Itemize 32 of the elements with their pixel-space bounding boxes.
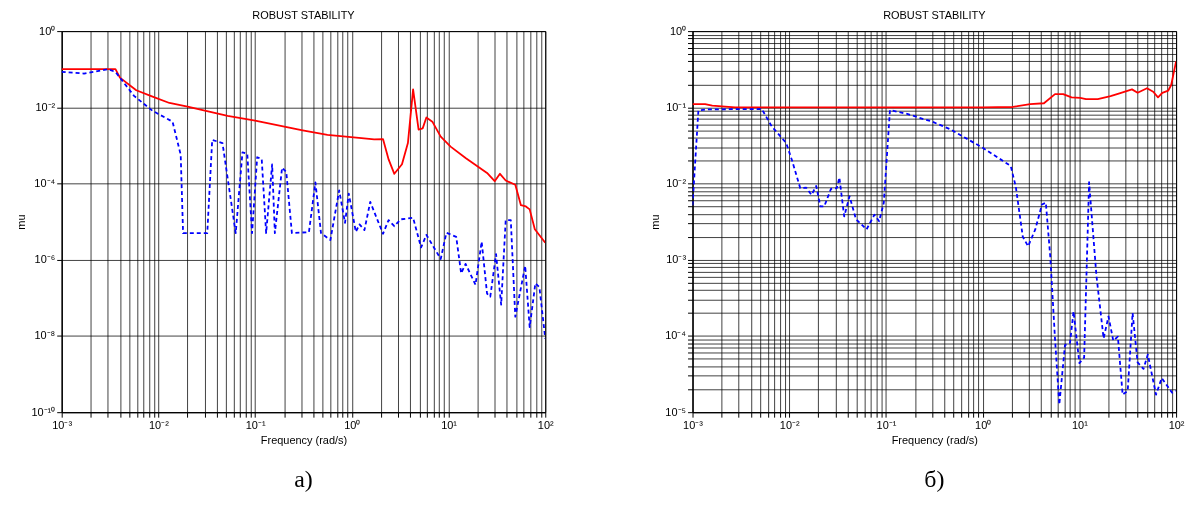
x-tick-label: 10⁻¹: [876, 418, 897, 431]
y-tick-label: 10⁻⁸: [34, 329, 56, 342]
x-tick-label: 10⁻²: [779, 418, 800, 431]
y-tick-label: 10⁻²: [35, 100, 56, 113]
y-tick-label: 10⁰: [39, 24, 56, 37]
chart-title: ROBUST STABILITY: [252, 9, 356, 22]
y-tick-label: 10⁰: [669, 24, 687, 37]
text: б): [924, 465, 945, 492]
x-tick-label: 10²: [537, 418, 555, 431]
y-tick-label: 10⁻⁵: [665, 405, 687, 418]
x-tick-label: 10⁰: [975, 418, 992, 431]
y-axis-title: mu: [15, 214, 28, 230]
y-tick-label: 10⁻⁶: [34, 253, 56, 266]
x-tick-label: 10¹: [441, 418, 458, 431]
y-tick-label: 10⁻¹⁰: [31, 405, 56, 418]
y-tick-label: 10⁻³: [666, 253, 687, 266]
x-tick-label: 10¹: [1071, 418, 1089, 431]
y-tick-label: 10⁻⁴: [665, 329, 687, 342]
y-axis-title: mu: [649, 214, 662, 230]
y-tick-label: 10⁻¹: [666, 100, 687, 113]
text: а): [294, 465, 313, 492]
x-tick-label: 10⁻²: [149, 418, 170, 431]
chart-title: ROBUST STABILITY: [883, 9, 987, 22]
x-tick-label: 10²: [1168, 418, 1185, 431]
x-tick-label: 10⁻³: [683, 418, 704, 431]
x-tick-label: 10⁻³: [52, 418, 73, 431]
y-tick-label: 10⁻⁴: [34, 177, 56, 190]
x-tick-label: 10⁰: [344, 418, 361, 431]
y-tick-label: 10⁻²: [666, 177, 687, 190]
x-axis-title: Frequency (rad/s): [260, 433, 348, 446]
x-axis-title: Frequency (rad/s): [891, 433, 978, 446]
x-tick-label: 10⁻¹: [245, 418, 266, 431]
